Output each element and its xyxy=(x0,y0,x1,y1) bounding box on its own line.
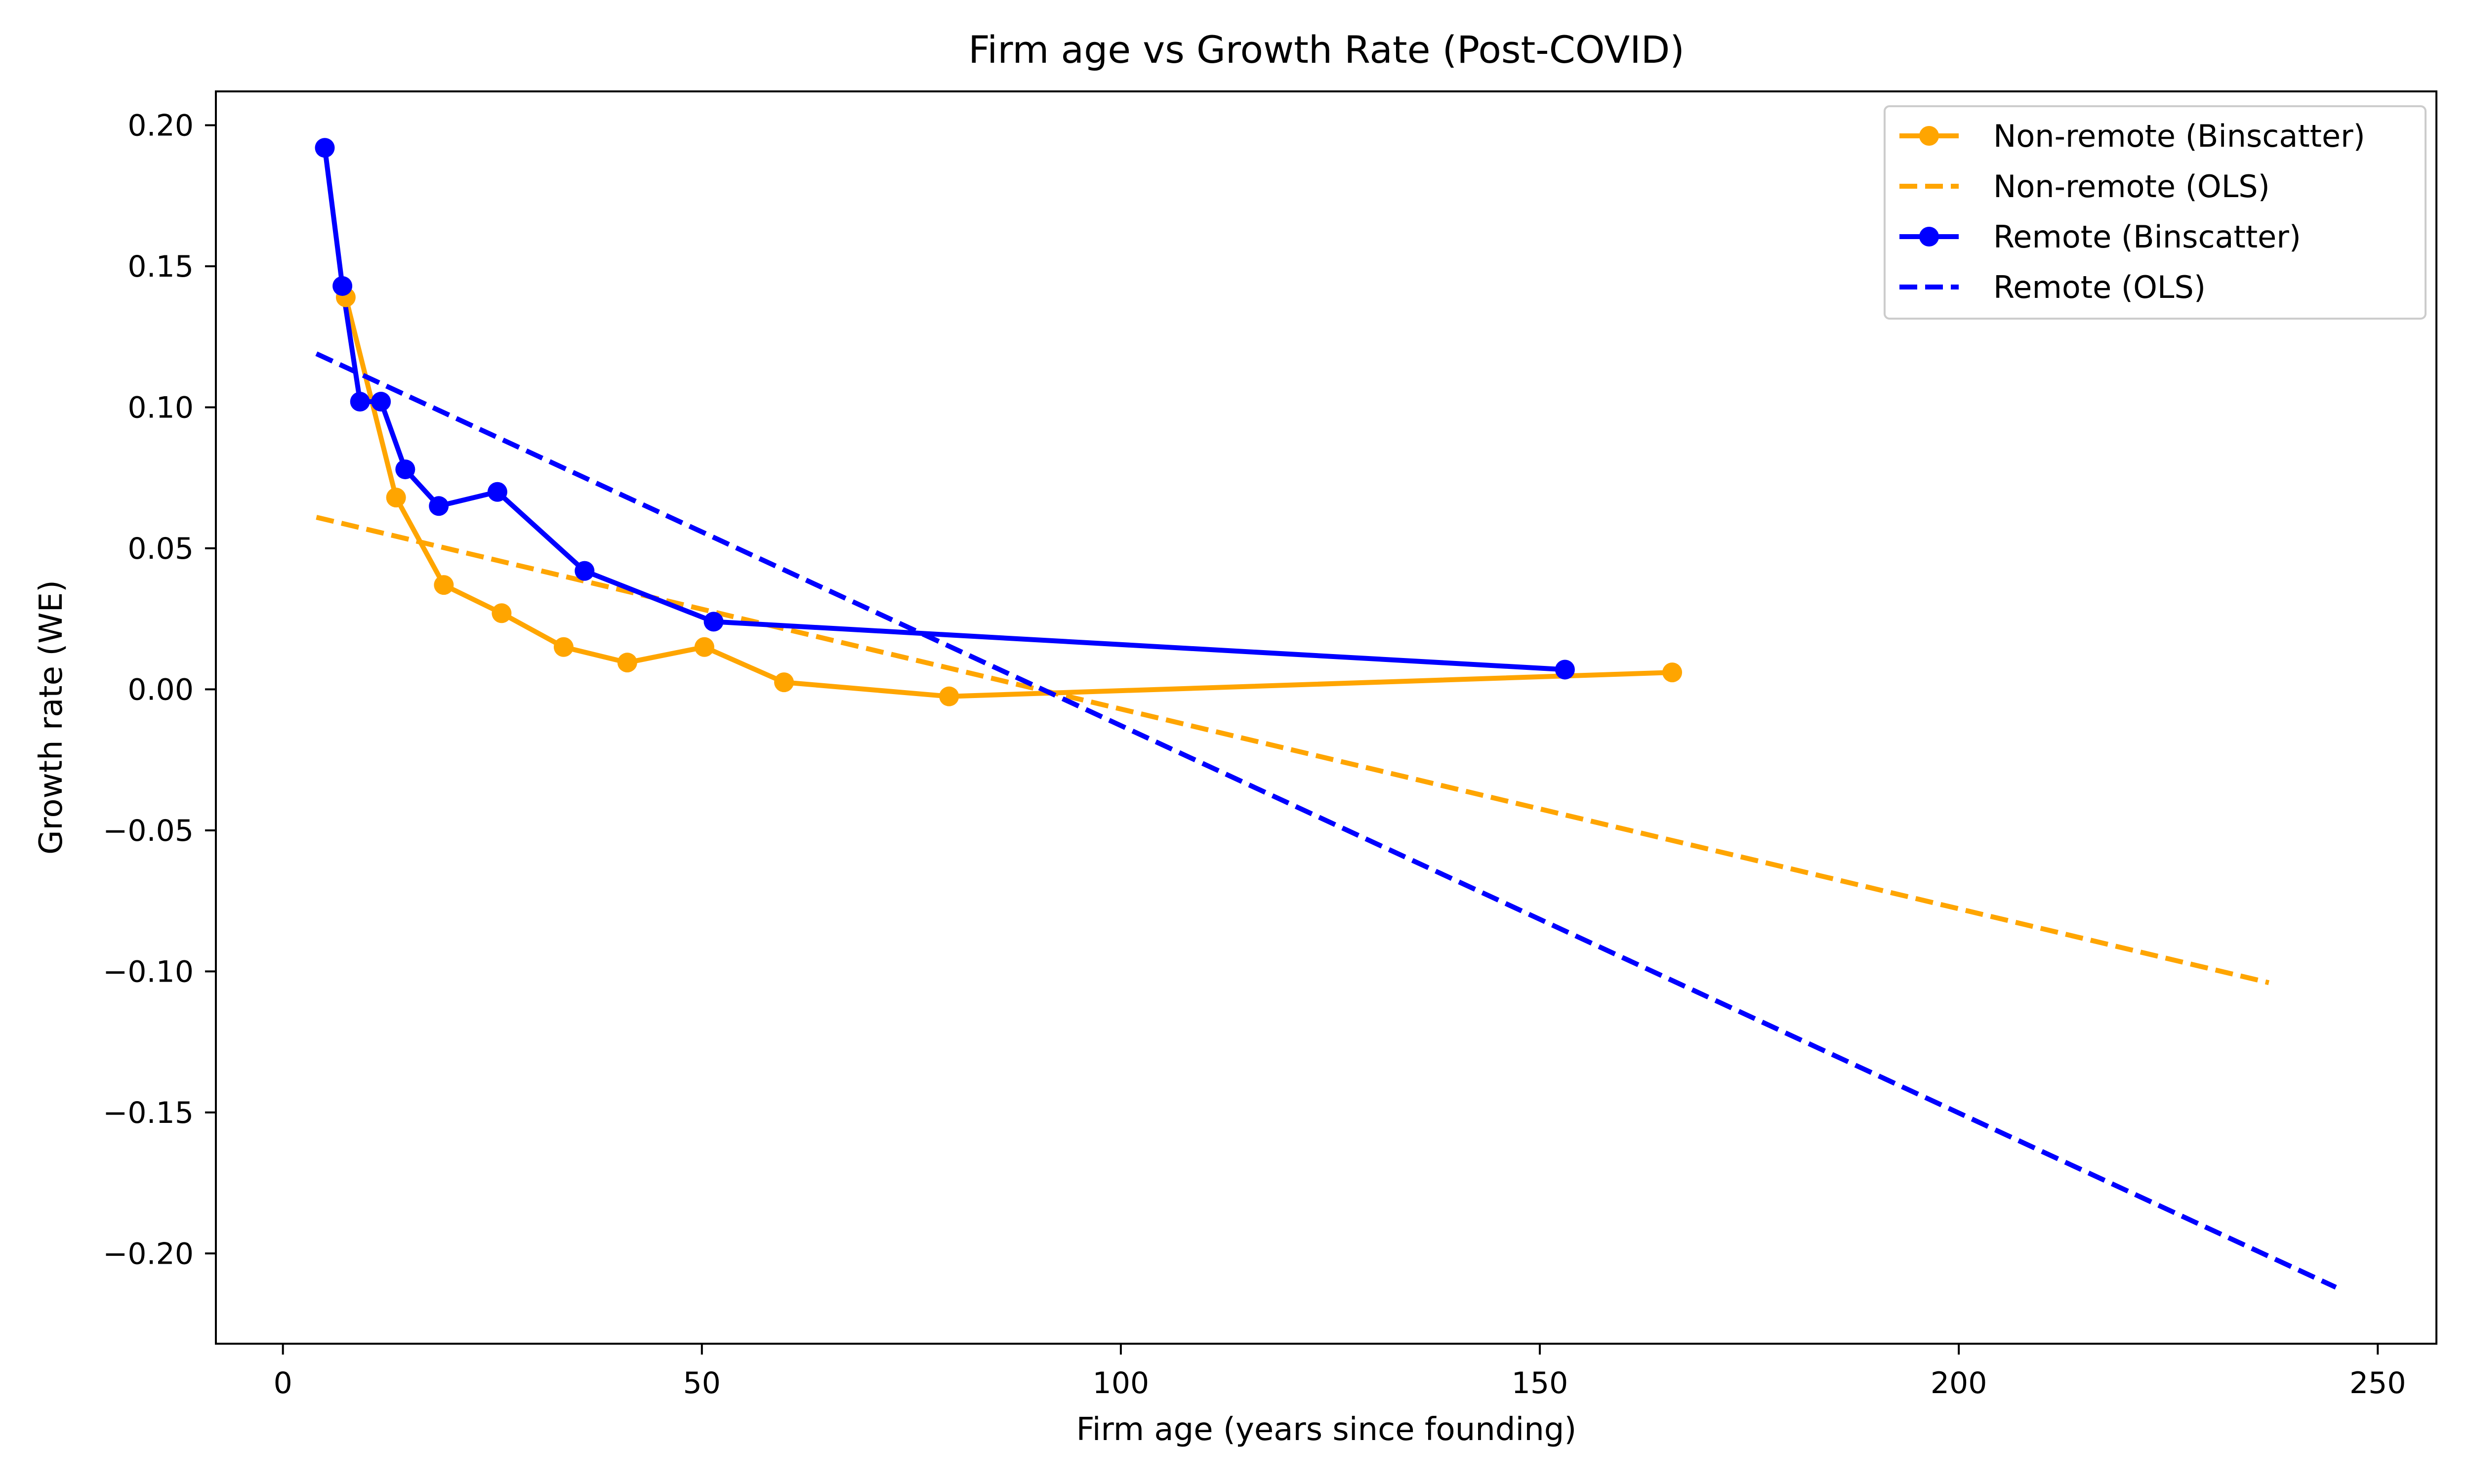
series-2-point xyxy=(429,496,449,516)
y-axis-label: Growth rate (WE) xyxy=(33,580,70,855)
y-tick-label: 0.05 xyxy=(127,532,194,566)
series-0-point xyxy=(694,637,714,657)
series-2-point xyxy=(703,612,724,632)
plot-frame xyxy=(215,90,2437,1345)
x-tick-label: 100 xyxy=(1093,1366,1150,1401)
x-tick-label: 250 xyxy=(2349,1366,2406,1401)
legend: Non-remote (Binscatter) Non-remote (OLS) R… xyxy=(1884,105,2427,320)
series-2-point xyxy=(1555,660,1575,680)
series-2-point xyxy=(487,482,507,502)
plot-markers xyxy=(315,138,1683,706)
y-tick-label: 0.15 xyxy=(127,249,194,284)
legend-label-0: Non-remote (Binscatter) xyxy=(1993,118,2365,154)
series-2-point xyxy=(315,138,335,158)
y-tick-label: −0.10 xyxy=(103,954,194,989)
series-2-point xyxy=(332,276,353,296)
x-tick-label: 150 xyxy=(1512,1366,1568,1401)
series-0-point xyxy=(1662,662,1683,683)
legend-marker-2 xyxy=(1919,227,1939,247)
series-2-point xyxy=(395,459,415,480)
series-2-point xyxy=(575,561,595,581)
plot-lines xyxy=(315,147,2337,1290)
series-0-point xyxy=(492,603,512,623)
y-tick-label: −0.15 xyxy=(103,1096,194,1130)
legend-label-3: Remote (OLS) xyxy=(1993,269,2206,305)
x-axis-label: Firm age (years since founding) xyxy=(1076,1411,1577,1448)
x-tick-label: 50 xyxy=(683,1366,721,1401)
legend-frame xyxy=(1884,105,2427,320)
series-0-point xyxy=(939,686,959,706)
series-line-2 xyxy=(322,147,1565,672)
series-2-point xyxy=(350,392,370,412)
y-tick-label: 0.00 xyxy=(127,672,194,707)
x-tick-label: 200 xyxy=(1931,1366,1987,1401)
y-tick-label: −0.05 xyxy=(103,814,194,848)
legend-label-2: Remote (Binscatter) xyxy=(1993,219,2301,255)
y-axis: 0.20 0.15 0.10 0.05 0.00 −0.05 −0.10 −0.15 −0.20 xyxy=(103,109,216,1271)
series-0-point xyxy=(553,637,574,657)
y-tick-label: −0.20 xyxy=(103,1237,194,1271)
x-tick-label: 0 xyxy=(274,1366,292,1401)
legend-marker-0 xyxy=(1919,126,1939,146)
series-0-point xyxy=(617,653,637,673)
series-line-3 xyxy=(315,351,2337,1290)
series-0-point xyxy=(434,575,454,595)
series-2-point xyxy=(371,392,391,412)
x-axis: 0 50 100 150 200 250 xyxy=(274,1344,2406,1401)
chart-title: Firm age vs Growth Rate (Post-COVID) xyxy=(968,28,1685,72)
y-tick-label: 0.20 xyxy=(127,109,194,143)
legend-label-1: Non-remote (OLS) xyxy=(1993,168,2270,205)
series-0-point xyxy=(774,672,794,693)
series-0-point xyxy=(386,488,406,508)
y-tick-label: 0.10 xyxy=(127,390,194,425)
